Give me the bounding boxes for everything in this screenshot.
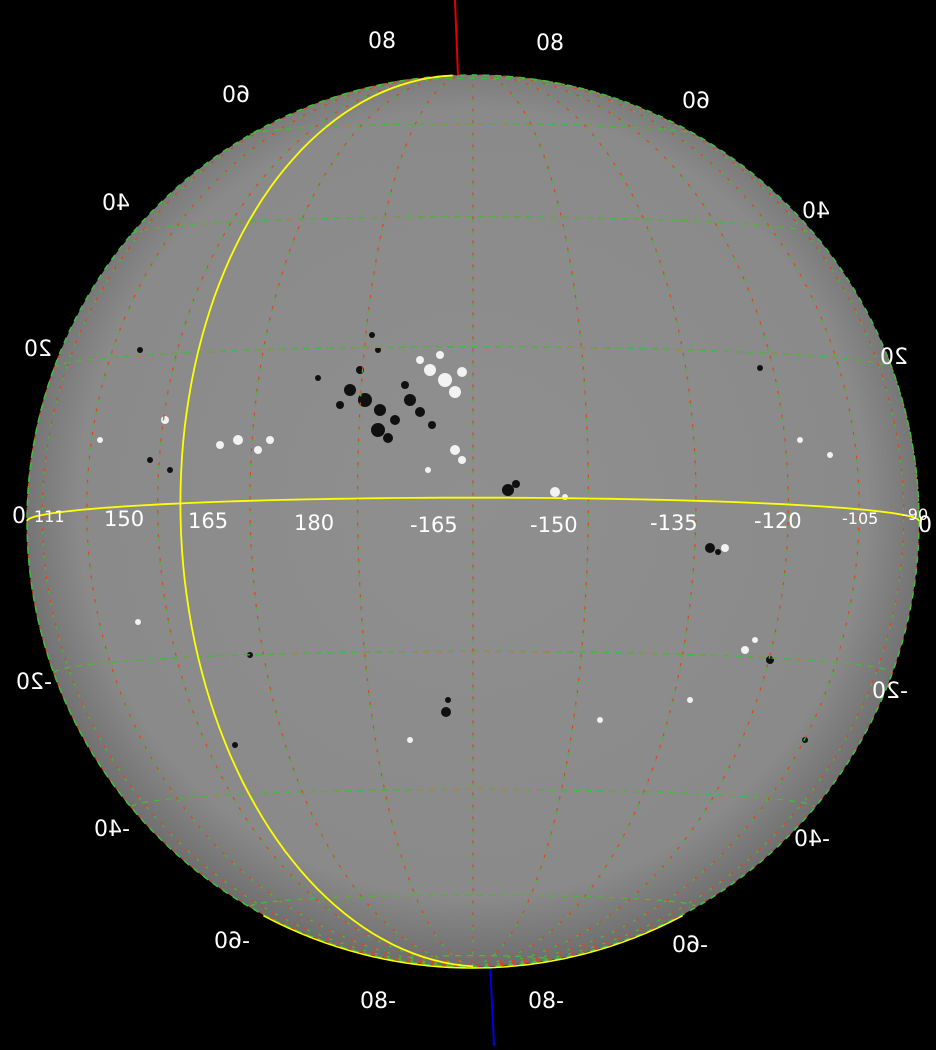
lat-label-left-0: 0 [12, 504, 26, 529]
longitude-line [472, 75, 860, 967]
north-pole-axis [454, 0, 459, 77]
lat-label-right-m40: -40 [794, 827, 830, 852]
lat-label-right-20: 20 [880, 345, 908, 370]
latitude-line [394, 954, 552, 960]
lat-label-left-80: 80 [368, 29, 396, 54]
longitude-line [472, 74, 790, 967]
lat-label-right-60: 60 [682, 89, 710, 114]
longitude-line [472, 74, 697, 967]
latitude-line [250, 122, 696, 136]
latitude-line [131, 216, 815, 235]
longitude-labels: 111 150 165 180 -165 -150 -135 -120 -105… [34, 505, 928, 537]
lon-label-150: 150 [104, 507, 144, 531]
lon-label-m120: -120 [754, 509, 802, 533]
longitude-line [86, 75, 474, 967]
latitude-labels-right: 80 60 40 20 0 -20 -40 -60 -80 [528, 31, 932, 1014]
lat-label-right-40: 40 [802, 199, 830, 224]
lon-label-m105: -105 [842, 509, 878, 528]
lat-label-left-20: 20 [24, 337, 52, 362]
lat-label-right-0: 0 [918, 513, 932, 538]
highlight-lines [26, 74, 920, 969]
lat-label-right-m60: -60 [672, 933, 708, 958]
lat-label-left-40: 40 [102, 191, 130, 216]
lat-label-left-60: 60 [222, 83, 250, 108]
lon-label-165: 165 [188, 509, 228, 533]
longitude-line [41, 78, 474, 967]
lon-label-m135: -135 [650, 511, 698, 535]
magnetic-features [97, 332, 833, 748]
latitude-line [53, 346, 893, 369]
lat-label-right-80: 80 [536, 31, 564, 56]
coordinate-grid [26, 74, 920, 968]
lon-label-m150: -150 [530, 513, 578, 537]
lat-label-left-m80: -80 [360, 989, 396, 1014]
lat-label-left-m40: -40 [94, 817, 130, 842]
lat-label-right-m20: -20 [872, 679, 908, 704]
limb-highlight-arc [263, 915, 683, 969]
lat-label-left-m60: -60 [214, 929, 250, 954]
lat-label-left-m20: -20 [16, 670, 52, 695]
equator-line [26, 496, 920, 522]
south-pole-axis [489, 962, 495, 1047]
longitude-line [472, 78, 905, 967]
latitude-labels-left: 80 60 40 20 0 -20 -40 -60 -80 [12, 29, 396, 1014]
lon-label-180: 180 [294, 511, 334, 535]
lon-label-m165: -165 [410, 513, 458, 537]
lon-label-m90: -90 [902, 505, 928, 524]
lat-label-right-m80: -80 [528, 989, 564, 1014]
longitude-line [156, 74, 474, 967]
lon-label-111: 111 [34, 507, 65, 526]
longitude-line [249, 74, 474, 967]
meridian-180-line [179, 74, 474, 968]
